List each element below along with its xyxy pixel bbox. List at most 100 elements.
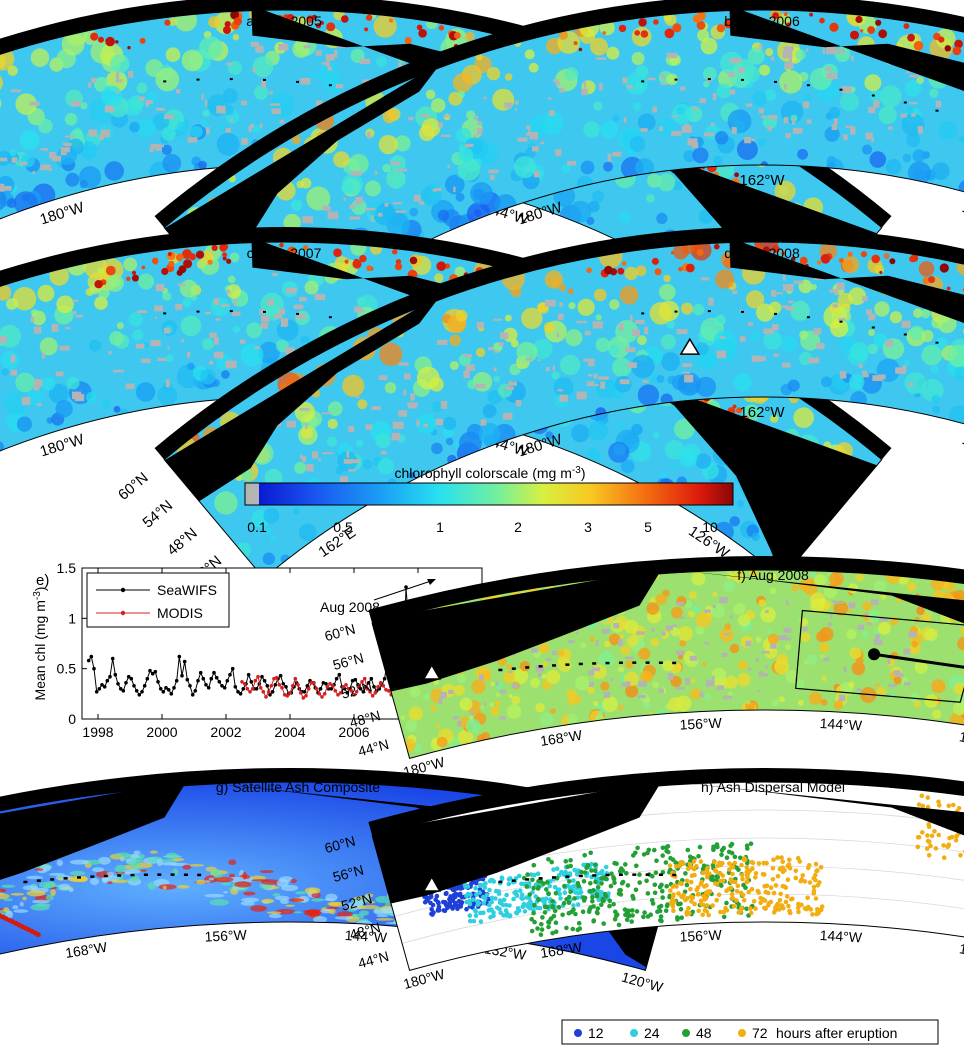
lon-label: 144°W [960, 431, 964, 461]
data-point [264, 695, 268, 699]
data-point [204, 683, 208, 687]
lon-label: 120°W [620, 969, 666, 996]
data-point [321, 681, 326, 685]
data-point [349, 689, 354, 693]
volcano-marker [422, 875, 442, 892]
lon-label: 144°W [960, 199, 964, 229]
data-point [92, 666, 96, 671]
data-point [260, 674, 264, 679]
data-point [382, 676, 387, 681]
lon-label: 144°W [819, 715, 863, 733]
data-point [108, 674, 112, 679]
data-point [330, 684, 335, 688]
data-point [372, 685, 376, 689]
ash-legend-dot [574, 1029, 582, 1037]
lat-label: 52°N [339, 678, 373, 702]
ash-legend-label: 12 [588, 1025, 604, 1041]
map-panel-panel_f: f) Aug 200860°N56°N52°N48°N44°N180°W168°… [323, 555, 964, 780]
data-point [121, 689, 126, 693]
lon-label: 168°W [64, 939, 109, 961]
data-point [174, 678, 179, 683]
y-tick-label: 0 [68, 711, 76, 727]
data-point [320, 695, 324, 699]
data-point [249, 680, 254, 684]
chart-panel-label: e) [36, 572, 49, 589]
colorbar-tick-label: 0.5 [333, 519, 353, 535]
lon-label: 168°W [539, 939, 584, 961]
data-point [118, 687, 123, 691]
map-title: d) Aug 2008 [724, 245, 800, 261]
lat-label: 56°N [331, 649, 365, 673]
land-russia [164, 293, 443, 518]
data-point [288, 691, 292, 695]
station-line [873, 652, 964, 669]
lat-label: 48°N [164, 525, 201, 560]
lon-label: 162°W [739, 172, 785, 189]
data-point [142, 684, 147, 688]
colorbar: chlorophyll colorscale (mg m-3) 0.1 0.5 1 2 3… [244, 465, 734, 535]
data-point [145, 676, 150, 681]
colorbar-tick-label: 3 [584, 519, 592, 535]
lat-label: 60°N [323, 833, 357, 857]
annotation-arrow-seawifs [373, 580, 432, 601]
data-point [156, 680, 160, 684]
data-point [360, 680, 364, 684]
legend-label: MODIS [157, 605, 203, 621]
data-point [110, 656, 115, 661]
colorbar-tick-label: 1 [436, 519, 444, 535]
annotation-text: Aug 2008 [320, 599, 380, 615]
data-point [140, 690, 144, 694]
colorbar-title: chlorophyll colorscale (mg m-3) [395, 465, 586, 482]
data-point [258, 686, 263, 690]
data-point [190, 693, 195, 697]
data-point [182, 659, 187, 664]
data-point [94, 690, 99, 694]
data-point [214, 675, 219, 680]
data-point [132, 684, 136, 688]
data-point [180, 673, 184, 678]
data-point [256, 674, 260, 679]
data-point [328, 682, 332, 686]
lon-label: 156°W [679, 715, 723, 733]
data-point [233, 685, 238, 689]
lon-label: 162°W [739, 404, 785, 421]
data-point [358, 687, 363, 691]
lat-label: 60°N [115, 469, 152, 504]
data-point [254, 687, 259, 691]
legend-marker [120, 610, 126, 616]
ash-legend-box [561, 1019, 939, 1045]
data-point [384, 688, 388, 692]
ash-legend: 12 24 48 72 hours after eruption [561, 1019, 939, 1045]
ash-legend-dot [630, 1029, 638, 1037]
data-point [113, 672, 118, 677]
data-point [341, 685, 346, 689]
data-point [314, 687, 319, 691]
y-tick-label: 0.5 [57, 661, 77, 677]
data-point [253, 678, 258, 683]
x-tick-label: 2002 [210, 724, 241, 740]
data-point [357, 684, 362, 688]
data-point [150, 671, 155, 676]
colorbar-tick-label: 5 [644, 519, 652, 535]
data-point [188, 684, 192, 688]
data-point [333, 689, 338, 693]
map-frame-band [154, 227, 964, 460]
land-north-america [251, 242, 882, 579]
land-alaska [372, 569, 663, 695]
map-title: a) Aug 2005 [246, 13, 322, 29]
colorbar-missing-swatch [245, 483, 259, 505]
data-point [177, 654, 182, 659]
data-point [164, 686, 168, 690]
map-title: g) Satellite Ash Composite [216, 779, 380, 795]
data-point [362, 676, 367, 681]
data-point [196, 678, 200, 683]
data-point [346, 687, 351, 691]
data-point [370, 694, 375, 698]
lat-label: 48°N [348, 707, 382, 731]
data-point [306, 687, 311, 691]
y-axis-label: Mean chl (mg m-3) [32, 587, 49, 701]
station-papa-marker [868, 648, 881, 661]
legend-marker [120, 587, 126, 593]
data-point [268, 693, 272, 697]
ash-legend-suffix: hours after eruption [776, 1025, 897, 1041]
